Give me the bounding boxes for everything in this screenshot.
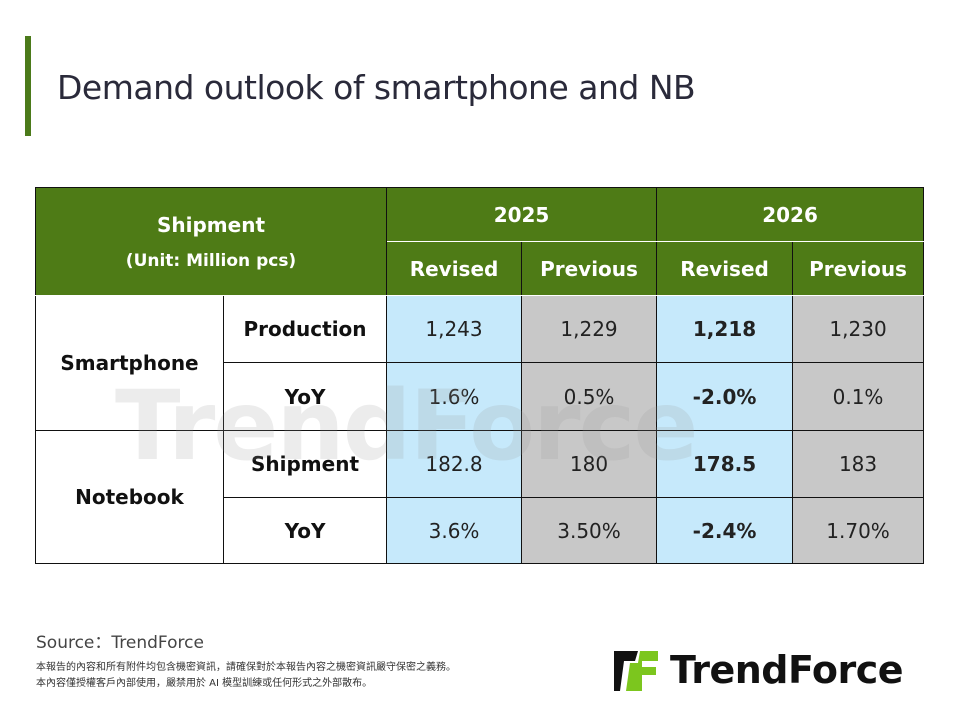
table-row: YoY 3.6% 3.50% -2.4% 1.70% [36,497,925,564]
trendforce-logo: TrendForce [612,647,904,693]
header-revised-2025: Revised [386,241,523,296]
metric-label: Shipment [222,430,388,498]
cell: 1,230 [792,295,925,363]
metric-label: YoY [222,497,388,564]
cell: 1.70% [792,497,925,564]
cell: 1,243 [386,295,523,363]
page-title: Demand outlook of smartphone and NB [57,68,696,107]
title-accent-bar [25,36,31,136]
header-label: Shipment [156,212,266,237]
metric-label: Production [222,295,388,363]
demand-table: Shipment (Unit: Million pcs) 2025 2026 R… [34,187,925,564]
cell: 0.1% [792,362,925,431]
source-note: Source：TrendForce [36,633,204,653]
cell: 1.6% [386,362,523,431]
cell: 178.5 [656,430,794,498]
group-label: Smartphone [35,295,224,431]
cell: 3.6% [386,497,523,564]
header-previous-2026: Previous [792,241,925,296]
disclaimer-line: 本內容僅授權客戶內部使用，嚴禁用於 AI 模型訓練或任何形式之外部散布。 [36,678,373,689]
metric-label: YoY [222,362,388,431]
group-label: Notebook [35,430,224,564]
trendforce-logo-icon [614,651,658,691]
table-row: Smartphone Production 1,243 1,229 1,218 … [35,295,925,431]
header-year-2026: 2026 [656,187,925,242]
header-year-2025: 2025 [386,187,658,242]
cell: 180 [521,430,658,498]
cell: -2.0% [656,362,794,431]
cell: 1,229 [521,295,658,363]
disclaimer-line: 本報告的內容和所有附件均包含機密資訊，請確保對於本報告內容之機密資訊嚴守保密之義… [36,662,456,673]
header-unit: (Unit: Million pcs) [125,250,297,271]
table-row: YoY 1.6% 0.5% -2.0% 0.1% [36,362,925,431]
cell: 182.8 [386,430,523,498]
cell: 1,218 [656,295,794,363]
cell: 3.50% [521,497,658,564]
header-shipment: Shipment (Unit: Million pcs) [34,187,388,296]
logo-text: TrendForce [670,648,904,692]
table-row: Notebook Shipment 182.8 180 178.5 183 [35,430,925,564]
header-previous-2025: Previous [521,241,658,296]
cell: 0.5% [521,362,658,431]
cell: 183 [792,430,925,498]
cell: -2.4% [656,497,794,564]
header-revised-2026: Revised [656,241,794,296]
